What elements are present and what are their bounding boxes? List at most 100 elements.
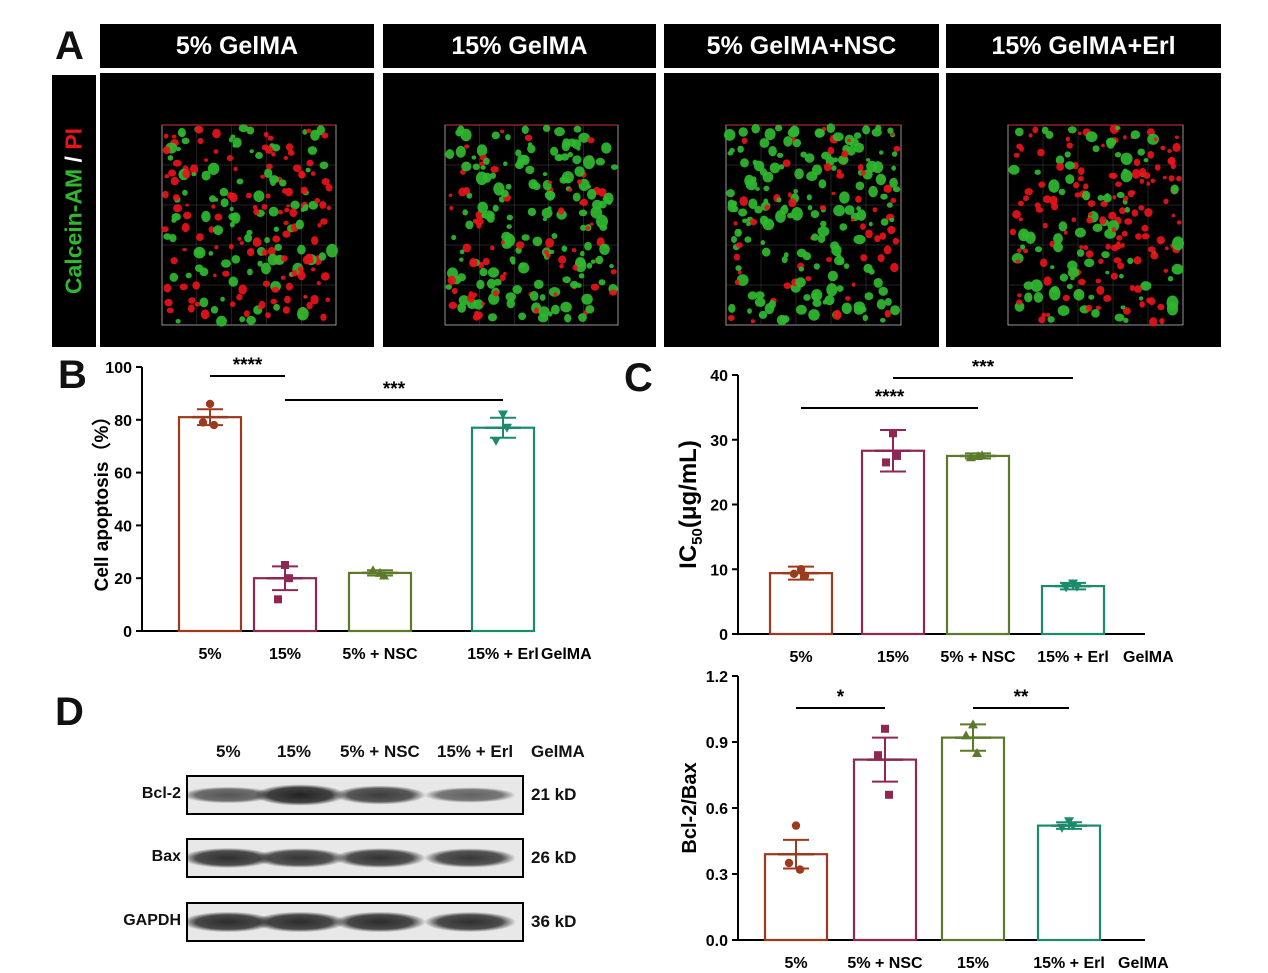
- live-cell: [457, 273, 466, 282]
- live-cell: [820, 220, 827, 228]
- live-cell: [1067, 267, 1080, 278]
- dead-cell: [741, 137, 748, 144]
- live-cell: [887, 127, 894, 134]
- dead-cell: [764, 204, 770, 211]
- live-cell: [746, 222, 751, 227]
- dead-cell: [243, 310, 250, 318]
- dead-cell: [1041, 312, 1047, 318]
- d-quant-point: [791, 821, 801, 830]
- dead-cell: [733, 221, 738, 226]
- live-cell: [1092, 223, 1103, 232]
- dead-cell: [1174, 135, 1179, 140]
- dead-cell: [558, 207, 565, 215]
- dead-cell: [851, 282, 856, 287]
- live-cell: [1143, 158, 1149, 163]
- live-cell: [891, 165, 896, 171]
- live-cell: [796, 248, 807, 258]
- live-cell: [1064, 161, 1075, 170]
- live-cell: [599, 243, 610, 255]
- live-cell: [889, 177, 898, 188]
- live-cell: [1116, 191, 1125, 199]
- panel-label-a: A: [55, 24, 84, 68]
- live-cell: [880, 318, 886, 323]
- live-cell: [806, 194, 812, 201]
- dead-cell: [1096, 285, 1105, 295]
- live-cell: [808, 309, 820, 321]
- live-cell: [768, 146, 777, 157]
- dead-cell: [179, 283, 188, 291]
- live-cell: [856, 209, 867, 221]
- c-bar-3: [1040, 584, 1106, 636]
- live-cell: [253, 190, 265, 202]
- dead-cell: [448, 301, 458, 309]
- live-cell: [1101, 251, 1110, 259]
- live-cell: [818, 179, 827, 189]
- live-cell: [827, 270, 838, 282]
- dead-cell: [1117, 262, 1125, 270]
- dead-cell: [1111, 227, 1117, 233]
- dead-cell: [261, 204, 268, 210]
- dead-cell: [166, 307, 174, 314]
- dead-cell: [733, 253, 740, 261]
- c-bar-1: [860, 449, 926, 636]
- dead-cell: [1042, 222, 1048, 229]
- dead-cell: [877, 254, 885, 263]
- live-cell: [1105, 270, 1110, 275]
- b-bar-3: [470, 426, 536, 633]
- live-cell: [794, 168, 804, 180]
- d-quant-point: [881, 724, 889, 733]
- dead-cell: [1133, 158, 1141, 167]
- dead-cell: [553, 292, 558, 297]
- b-category-label: 15% + Erl: [467, 646, 539, 663]
- dead-cell: [1171, 213, 1176, 218]
- dead-cell: [1120, 243, 1125, 248]
- dead-cell: [1168, 175, 1175, 182]
- dead-cell: [272, 235, 281, 243]
- dead-cell: [499, 274, 506, 281]
- live-cell: [764, 128, 776, 141]
- live-cell: [754, 297, 766, 307]
- dead-cell: [271, 152, 276, 157]
- dead-cell: [1156, 236, 1165, 245]
- live-cell: [879, 150, 884, 155]
- dead-cell: [737, 270, 742, 275]
- dead-cell: [850, 218, 855, 222]
- live-cell: [783, 136, 793, 147]
- dead-cell: [587, 137, 595, 144]
- live-cell: [1074, 227, 1086, 238]
- live-cell: [541, 207, 553, 219]
- dead-cell: [1123, 307, 1131, 315]
- dead-cell: [283, 156, 289, 160]
- live-cell: [755, 187, 760, 191]
- live-cell: [255, 151, 263, 160]
- wb-label-bcl2: Bcl-2: [141, 785, 181, 802]
- live-cell: [576, 283, 582, 288]
- dead-cell: [1098, 258, 1104, 264]
- dead-cell: [306, 301, 313, 310]
- dead-cell: [1133, 256, 1142, 265]
- live-cell: [836, 285, 844, 292]
- y-tick-label: 0.9: [706, 735, 728, 752]
- dead-cell: [892, 237, 900, 245]
- live-cell: [471, 155, 477, 160]
- dead-cell: [1018, 217, 1023, 222]
- c-category-suffix: GelMA: [1123, 649, 1174, 666]
- live-cell: [308, 200, 319, 210]
- dead-cell: [490, 245, 495, 251]
- live-cell: [793, 189, 798, 194]
- wb-band-gapdh-0: [188, 911, 274, 933]
- wb-size-bcl2: 21 kD: [531, 785, 577, 804]
- d-quant-point: [968, 719, 978, 729]
- dead-cell: [182, 169, 191, 179]
- dead-cell: [291, 270, 298, 277]
- live-cell: [891, 151, 898, 157]
- dead-cell: [287, 149, 295, 156]
- live-cell: [1119, 273, 1124, 279]
- live-cell: [1024, 292, 1033, 303]
- dead-cell: [1159, 318, 1165, 325]
- live-cell: [228, 137, 234, 143]
- live-cell: [769, 162, 781, 174]
- live-cell: [1170, 184, 1179, 195]
- dead-cell: [190, 164, 199, 174]
- dead-cell: [1157, 303, 1165, 311]
